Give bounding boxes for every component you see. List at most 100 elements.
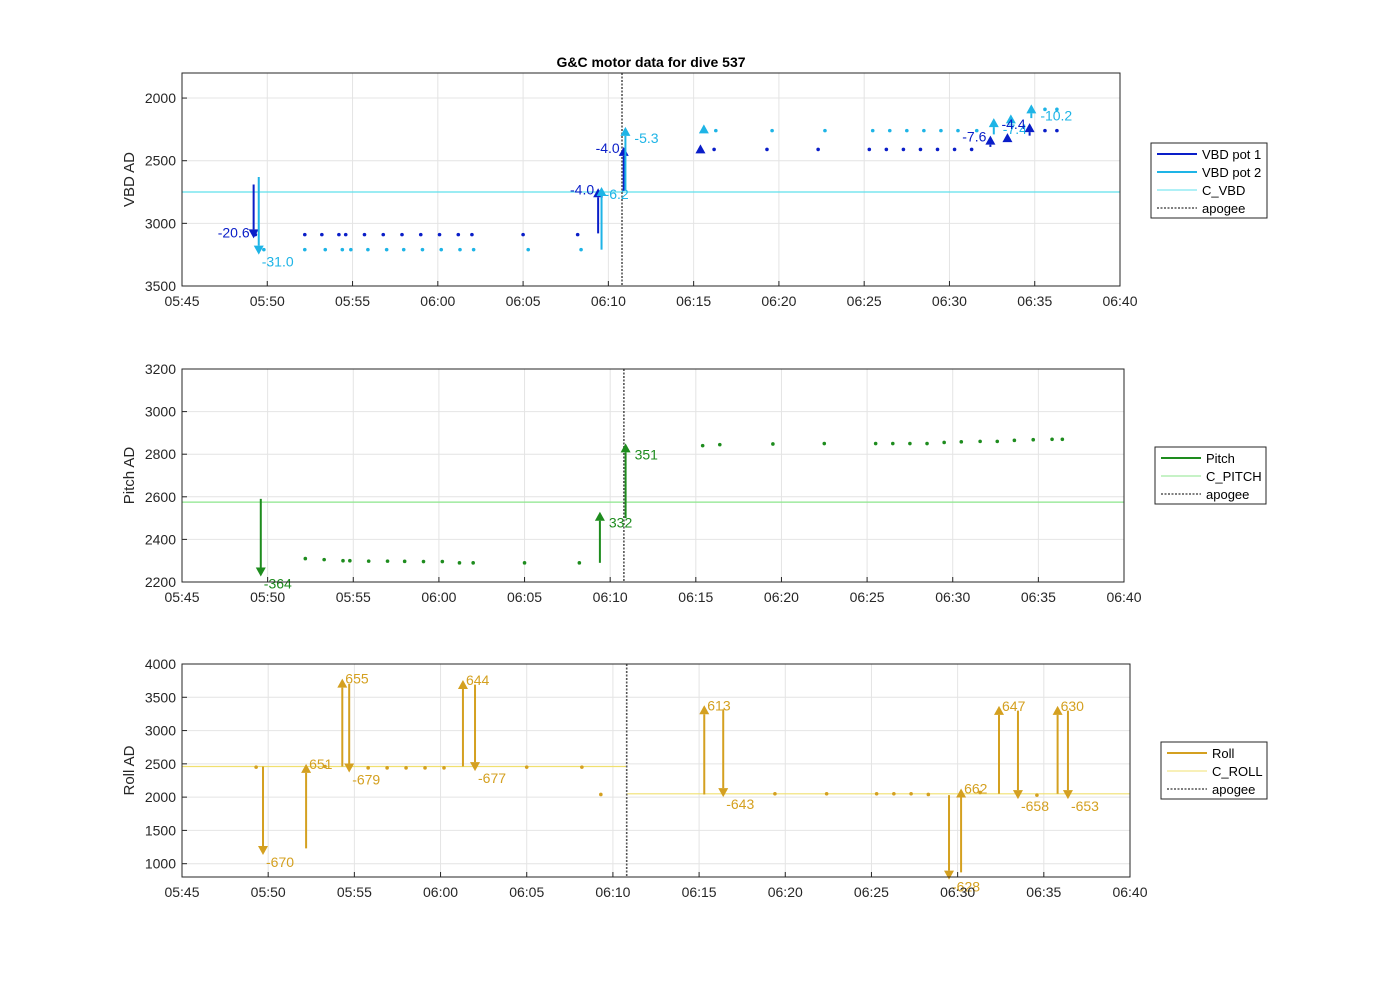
data-point [770, 128, 774, 133]
data-point [384, 247, 389, 252]
data-point [939, 128, 943, 133]
x-tick-label: 06:10 [591, 293, 626, 309]
data-point [887, 128, 892, 133]
marker-triangle [1002, 133, 1013, 143]
axes-frame [181, 72, 1121, 287]
arrow-label: -4.4 [1001, 116, 1025, 132]
data-point [302, 247, 307, 252]
x-tick-label: 05:50 [251, 884, 286, 900]
data-point [712, 147, 716, 152]
y-tick-label: 1500 [145, 822, 176, 838]
data-point [1012, 438, 1017, 443]
plot-area [182, 369, 1124, 582]
arrow-head [620, 443, 631, 453]
arrow-head [258, 846, 269, 856]
arrow-head [1024, 123, 1035, 133]
arrow-label: 655 [345, 671, 369, 687]
data-point [337, 232, 341, 237]
data-point [1055, 107, 1059, 112]
data-point [942, 440, 946, 445]
data-point [978, 790, 982, 795]
data-point [577, 561, 582, 565]
data-point [522, 561, 527, 565]
arrow-head [994, 705, 1005, 715]
data-point [457, 561, 462, 565]
data-point [995, 439, 1000, 444]
arrow-label: -643 [726, 796, 754, 812]
x-tick-label: 06:00 [423, 884, 458, 900]
y-tick-label: 2200 [145, 574, 176, 590]
x-tick-label: 05:50 [250, 589, 285, 605]
data-point [974, 128, 979, 133]
marker-triangle [1005, 114, 1016, 124]
y-tick-label: 2000 [145, 90, 176, 106]
arrow-label: 662 [964, 780, 988, 796]
arrow-label: -7.4 [1003, 121, 1027, 137]
legend-entry: Roll [1212, 746, 1235, 761]
x-tick-label: 06:15 [678, 589, 713, 605]
x-tick-label: 05:45 [164, 884, 199, 900]
x-tick-label: 06:15 [676, 293, 711, 309]
data-point [824, 791, 829, 796]
y-tick-label: 1000 [145, 856, 176, 872]
data-point [822, 441, 827, 446]
data-point [385, 766, 389, 770]
y-axis-label: Pitch AD [121, 447, 138, 505]
arrow-head [1062, 790, 1073, 800]
data-point [323, 247, 328, 252]
data-point [423, 766, 427, 770]
arrow-label: -628 [952, 879, 980, 895]
x-tick-label: 06:05 [509, 884, 544, 900]
data-point [714, 128, 718, 133]
y-tick-label: 2400 [145, 531, 176, 547]
arrow-head [620, 126, 631, 136]
data-point [471, 561, 475, 565]
data-point [773, 791, 777, 796]
legend-entry: C_VBD [1202, 183, 1245, 198]
data-point [905, 128, 909, 133]
arrow-head [1012, 790, 1023, 800]
roll-panel: -670 651 655 -679 644 -677 613 -643 -628 662 647 -6… [121, 656, 1268, 900]
data-point [884, 147, 889, 152]
data-point [1050, 437, 1054, 442]
data-point [700, 443, 705, 448]
x-tick-label: 06:20 [761, 293, 796, 309]
data-point [362, 232, 367, 237]
x-tick-label: 05:45 [164, 293, 199, 309]
legend-entry: apogee [1212, 782, 1255, 797]
data-point [437, 232, 442, 237]
arrow-head [618, 146, 629, 156]
x-tick-label: 05:55 [337, 884, 372, 900]
data-point [925, 441, 929, 446]
data-point [385, 559, 390, 563]
data-point [418, 232, 423, 237]
pitch-panel: -364 332 351 05:45 05:50 05:55 06:00 06:05 06:10… [121, 361, 1267, 605]
data-point [401, 247, 406, 252]
data-point [402, 559, 407, 564]
axes-frame [181, 368, 1125, 583]
y-tick-label: 2500 [145, 153, 176, 169]
arrow-head [470, 762, 481, 772]
data-point [867, 147, 872, 152]
data-point [956, 128, 960, 133]
arrow-label: 630 [1061, 698, 1085, 714]
arrow-label: -653 [1071, 798, 1099, 814]
data-point [765, 147, 769, 152]
x-tick-label: 06:15 [682, 884, 717, 900]
data-point [926, 792, 931, 797]
y-tick-label: 3500 [145, 278, 176, 294]
y-tick-label: 2800 [145, 446, 176, 462]
data-point [908, 441, 912, 446]
data-point [471, 247, 476, 252]
data-point [890, 441, 895, 446]
data-point [420, 247, 425, 252]
data-point [302, 232, 307, 237]
arrow-label: -4.0 [570, 181, 594, 197]
arrow-label: 613 [707, 697, 731, 713]
data-point [874, 791, 879, 796]
y-tick-label: 3500 [145, 689, 176, 705]
y-tick-label: 3000 [145, 215, 176, 231]
arrow-label: -4.0 [596, 140, 620, 156]
x-tick-label: 06:35 [1021, 589, 1056, 605]
